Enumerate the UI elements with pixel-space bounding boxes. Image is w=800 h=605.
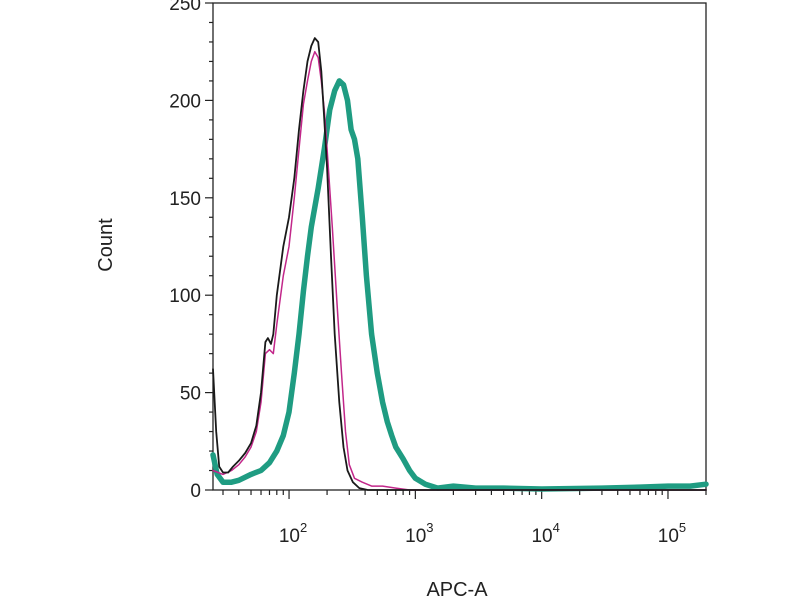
y-tick-label: 100 bbox=[169, 286, 201, 307]
x-tick-label: 103 bbox=[405, 520, 433, 547]
x-tick-label: 102 bbox=[279, 520, 307, 547]
y-tick-label: 150 bbox=[169, 189, 201, 210]
y-tick-label: 250 bbox=[169, 0, 201, 15]
x-axis-label: APC-A bbox=[426, 579, 488, 600]
y-tick-label: 0 bbox=[190, 481, 201, 502]
series-line-1 bbox=[212, 37, 707, 491]
y-tick-label: 200 bbox=[169, 91, 201, 112]
x-tick-label: 105 bbox=[658, 520, 686, 547]
series-line-2 bbox=[212, 50, 707, 491]
y-axis-label: Count bbox=[95, 218, 117, 272]
series-line-3 bbox=[210, 78, 709, 492]
y-tick-label: 50 bbox=[180, 384, 201, 405]
x-tick-label: 104 bbox=[531, 520, 559, 547]
